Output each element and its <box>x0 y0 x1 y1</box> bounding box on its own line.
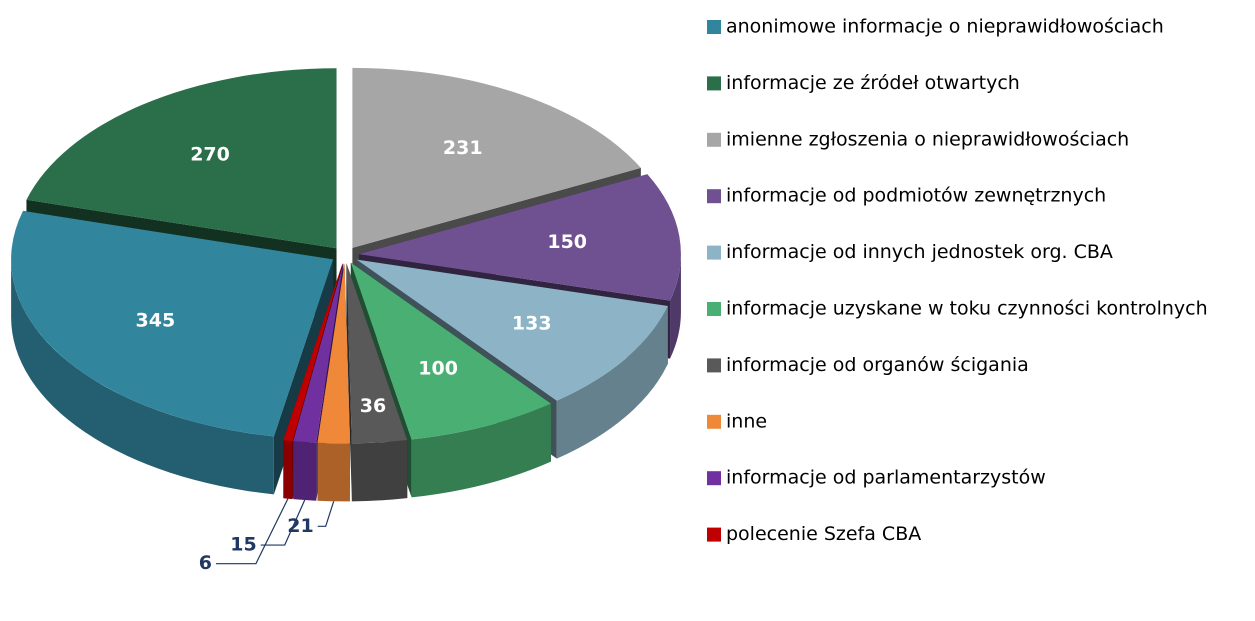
legend-label: informacje od parlamentarzystów <box>726 467 1046 489</box>
slice <box>11 210 334 437</box>
slice-wall <box>283 440 293 500</box>
legend-swatch <box>707 76 721 91</box>
legend-label: informacje ze źródeł otwartych <box>726 72 1020 94</box>
legend-label: imienne zgłoszenia o nieprawidłowościach <box>726 128 1129 150</box>
slice-wall <box>556 306 668 459</box>
slice-wall <box>11 259 274 495</box>
slice <box>283 263 343 442</box>
slice-side <box>346 263 352 502</box>
slice-wall <box>317 442 350 502</box>
data-label: 133 <box>512 312 552 334</box>
data-label: 21 <box>287 515 313 537</box>
legend-label: anonimowe informacje o nieprawidłowościa… <box>726 16 1164 38</box>
legend-label: informacje od innych jednostek org. CBA <box>726 241 1113 263</box>
slice-wall <box>351 440 408 502</box>
legend-label: inne <box>726 410 767 432</box>
legend-swatch <box>707 20 721 34</box>
slice <box>26 68 337 249</box>
slice <box>317 263 350 444</box>
slice <box>358 174 681 301</box>
slice <box>346 263 408 444</box>
data-label: 150 <box>547 231 587 253</box>
pie-tops <box>11 67 681 444</box>
slice <box>356 259 668 401</box>
legend-label: informacje od podmiotów zewnętrznych <box>726 185 1106 207</box>
legend-label: polecenie Szefa CBA <box>726 523 921 545</box>
data-label: 100 <box>418 357 458 379</box>
legend-swatch <box>707 358 721 373</box>
legend-label: informacje uzyskane w toku czynności kon… <box>726 298 1208 320</box>
data-label: 6 <box>199 552 212 574</box>
legend-swatch <box>707 527 721 542</box>
legend-swatch <box>707 189 721 204</box>
legend-swatch <box>707 245 721 260</box>
legend-swatch <box>707 302 721 316</box>
leader-line <box>317 501 335 527</box>
data-label: 270 <box>190 144 230 166</box>
slice <box>293 263 344 443</box>
legend-swatch <box>707 414 721 429</box>
legend-swatch <box>707 132 721 147</box>
data-label: 36 <box>360 395 386 417</box>
data-label: 231 <box>443 137 483 159</box>
slice <box>350 262 551 440</box>
slice-wall <box>411 403 551 498</box>
slice-wall <box>670 254 681 359</box>
slice <box>352 67 641 248</box>
data-label: 345 <box>136 310 176 332</box>
data-label: 15 <box>230 534 256 556</box>
legend-swatch <box>707 471 721 486</box>
legend-label: informacje od organów ścigania <box>726 354 1029 376</box>
leader-line <box>260 499 306 546</box>
leader-line <box>215 498 289 565</box>
slice-wall <box>293 441 317 501</box>
